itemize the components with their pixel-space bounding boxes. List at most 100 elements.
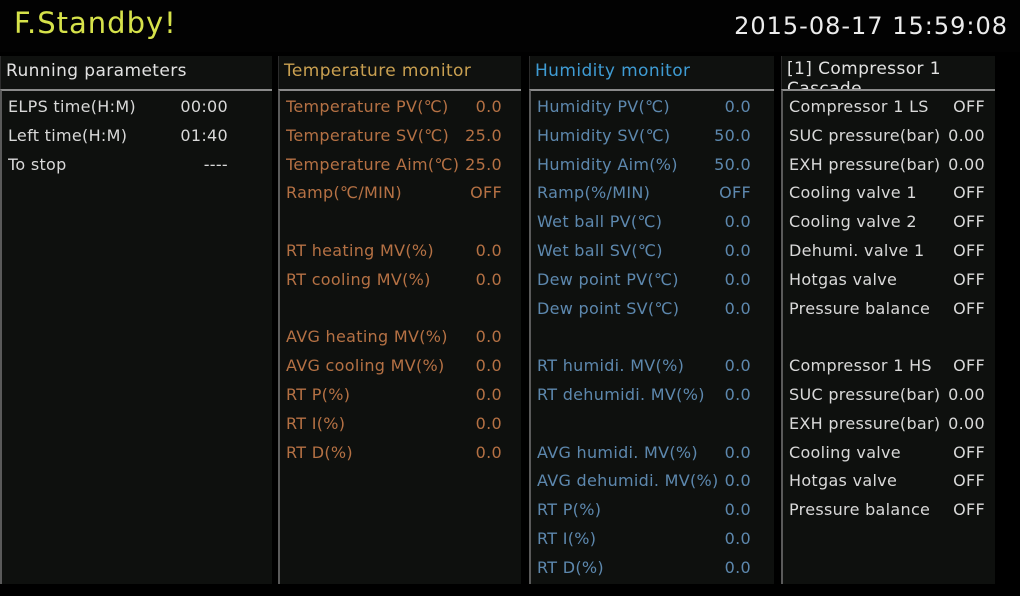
panel-header-temperature-monitor: Temperature monitor (278, 56, 521, 89)
monitor-row: Ramp(℃/MIN) OFF (280, 179, 521, 208)
monitor-row: RT P(%) 0.0 (280, 381, 521, 410)
row-label: AVG heating MV(%) (286, 327, 448, 347)
row-label: Dew point PV(℃) (537, 269, 679, 289)
row-label: EXH pressure(bar) (789, 154, 941, 174)
row-value: OFF (719, 183, 751, 203)
monitor-row: Dew point SV(℃) 0.0 (531, 295, 774, 324)
monitor-row: AVG humidi. MV(%) 0.0 (531, 439, 774, 468)
panel-header-running-parameters: Running parameters (0, 56, 272, 89)
row-label: RT I(%) (286, 413, 346, 433)
row-label: RT cooling MV(%) (286, 269, 431, 289)
monitor-row: AVG cooling MV(%) 0.0 (280, 352, 521, 381)
row-label: RT I(%) (537, 528, 597, 548)
datetime-display: 2015-08-17 15:59:08 (734, 12, 1008, 40)
row-value: OFF (953, 298, 985, 318)
monitor-row: Wet ball PV(℃) 0.0 (531, 208, 774, 237)
monitor-row: To stop ---- (2, 151, 272, 180)
monitor-row: RT dehumidi. MV(%) 0.0 (531, 381, 774, 410)
monitor-row: Pressure balance OFF (783, 295, 995, 324)
row-label: SUC pressure(bar) (789, 384, 941, 404)
row-label: Dew point SV(℃) (537, 298, 680, 318)
monitor-row: Ramp(%/MIN) OFF (531, 179, 774, 208)
row-value: OFF (953, 97, 985, 116)
row-label: RT dehumidi. MV(%) (537, 384, 705, 404)
row-value: 0.0 (724, 500, 751, 520)
monitor-row: Wet ball SV(℃) 0.0 (531, 237, 774, 266)
row-spacer (531, 410, 774, 439)
row-label: AVG cooling MV(%) (286, 356, 445, 376)
monitor-row: Dehumi. valve 1 OFF (783, 237, 995, 266)
row-label: RT P(%) (286, 384, 351, 404)
monitor-row: Hotgas valve OFF (783, 266, 995, 295)
row-label: Humidity PV(℃) (537, 97, 670, 116)
monitor-row: RT D(%) 0.0 (280, 439, 521, 468)
row-value: 0.0 (724, 384, 751, 404)
row-spacer (783, 323, 995, 352)
row-label: Cooling valve 1 (789, 183, 917, 203)
row-label: Pressure balance (789, 298, 931, 318)
row-value: 0.00 (948, 413, 985, 433)
row-label: ELPS time(H:M) (8, 97, 136, 116)
row-value: 0.0 (724, 212, 751, 232)
row-label: RT D(%) (537, 557, 604, 577)
monitor-row: ELPS time(H:M) 00:00 (2, 93, 272, 122)
monitor-row: SUC pressure(bar) 0.00 (783, 381, 995, 410)
row-value: 0.00 (948, 154, 985, 174)
row-value: 0.0 (724, 240, 751, 260)
row-value: OFF (953, 212, 985, 232)
row-label: Ramp(℃/MIN) (286, 183, 402, 203)
row-value: 0.0 (724, 528, 751, 548)
row-value: 01:40 (180, 125, 228, 145)
row-value: 0.0 (475, 413, 502, 433)
panel-body-temperature-monitor: Temperature PV(℃) 0.0 Temperature SV(℃) 25.… (278, 89, 521, 584)
row-label: RT P(%) (537, 500, 602, 520)
row-label: RT heating MV(%) (286, 240, 434, 260)
monitor-row: Cooling valve 1 OFF (783, 179, 995, 208)
row-value: 0.0 (724, 471, 751, 491)
monitor-row: EXH pressure(bar) 0.00 (783, 410, 995, 439)
monitor-row: EXH pressure(bar) 0.00 (783, 151, 995, 180)
row-label: Cooling valve (789, 442, 901, 462)
row-label: Ramp(%/MIN) (537, 183, 651, 203)
monitor-row: Temperature Aim(℃) 25.0 (280, 151, 521, 180)
monitor-row: RT humidi. MV(%) 0.0 (531, 352, 774, 381)
row-value: 00:00 (180, 97, 228, 116)
monitor-row: RT P(%) 0.0 (531, 496, 774, 525)
panel-humidity-monitor: Humidity monitor Humidity PV(℃) 0.0 Humidi… (529, 0, 774, 596)
row-label: Cooling valve 2 (789, 212, 917, 232)
row-value: 0.0 (724, 442, 751, 462)
monitor-row: AVG dehumidi. MV(%) 0.0 (531, 467, 774, 496)
row-label: Wet ball SV(℃) (537, 240, 663, 260)
row-value: 0.0 (724, 298, 751, 318)
row-value: 0.0 (724, 557, 751, 577)
monitor-row: Temperature PV(℃) 0.0 (280, 93, 521, 122)
title-bar: F.Standby! 2015-08-17 15:59:08 (0, 0, 1020, 52)
monitor-row: RT I(%) 0.0 (280, 410, 521, 439)
monitor-row: Humidity PV(℃) 0.0 (531, 93, 774, 122)
monitor-row: RT heating MV(%) 0.0 (280, 237, 521, 266)
panel-header-compressor-cascade: [1] Compressor 1 Cascade (781, 56, 995, 89)
row-label: SUC pressure(bar) (789, 125, 941, 145)
row-value: OFF (953, 269, 985, 289)
row-value: OFF (953, 442, 985, 462)
row-value: 25.0 (465, 125, 502, 145)
row-label: Hotgas valve (789, 471, 898, 491)
panel-compressor-cascade: [1] Compressor 1 Cascade Compressor 1 LS… (781, 0, 995, 596)
row-value: 0.0 (724, 97, 751, 116)
monitor-row: Humidity Aim(%) 50.0 (531, 151, 774, 180)
row-spacer (280, 208, 521, 237)
row-label: Temperature SV(℃) (286, 125, 450, 145)
row-label: To stop (8, 154, 67, 174)
panel-header-humidity-monitor: Humidity monitor (529, 56, 774, 89)
row-spacer (280, 295, 521, 324)
monitor-row: RT D(%) 0.0 (531, 554, 774, 583)
row-value: 0.0 (475, 356, 502, 376)
row-value: 25.0 (465, 154, 502, 174)
row-label: Left time(H:M) (8, 125, 128, 145)
row-label: Wet ball PV(℃) (537, 212, 663, 232)
row-label: EXH pressure(bar) (789, 413, 941, 433)
monitor-row: SUC pressure(bar) 0.00 (783, 122, 995, 151)
monitor-row: RT I(%) 0.0 (531, 525, 774, 554)
row-value: ---- (203, 154, 228, 174)
